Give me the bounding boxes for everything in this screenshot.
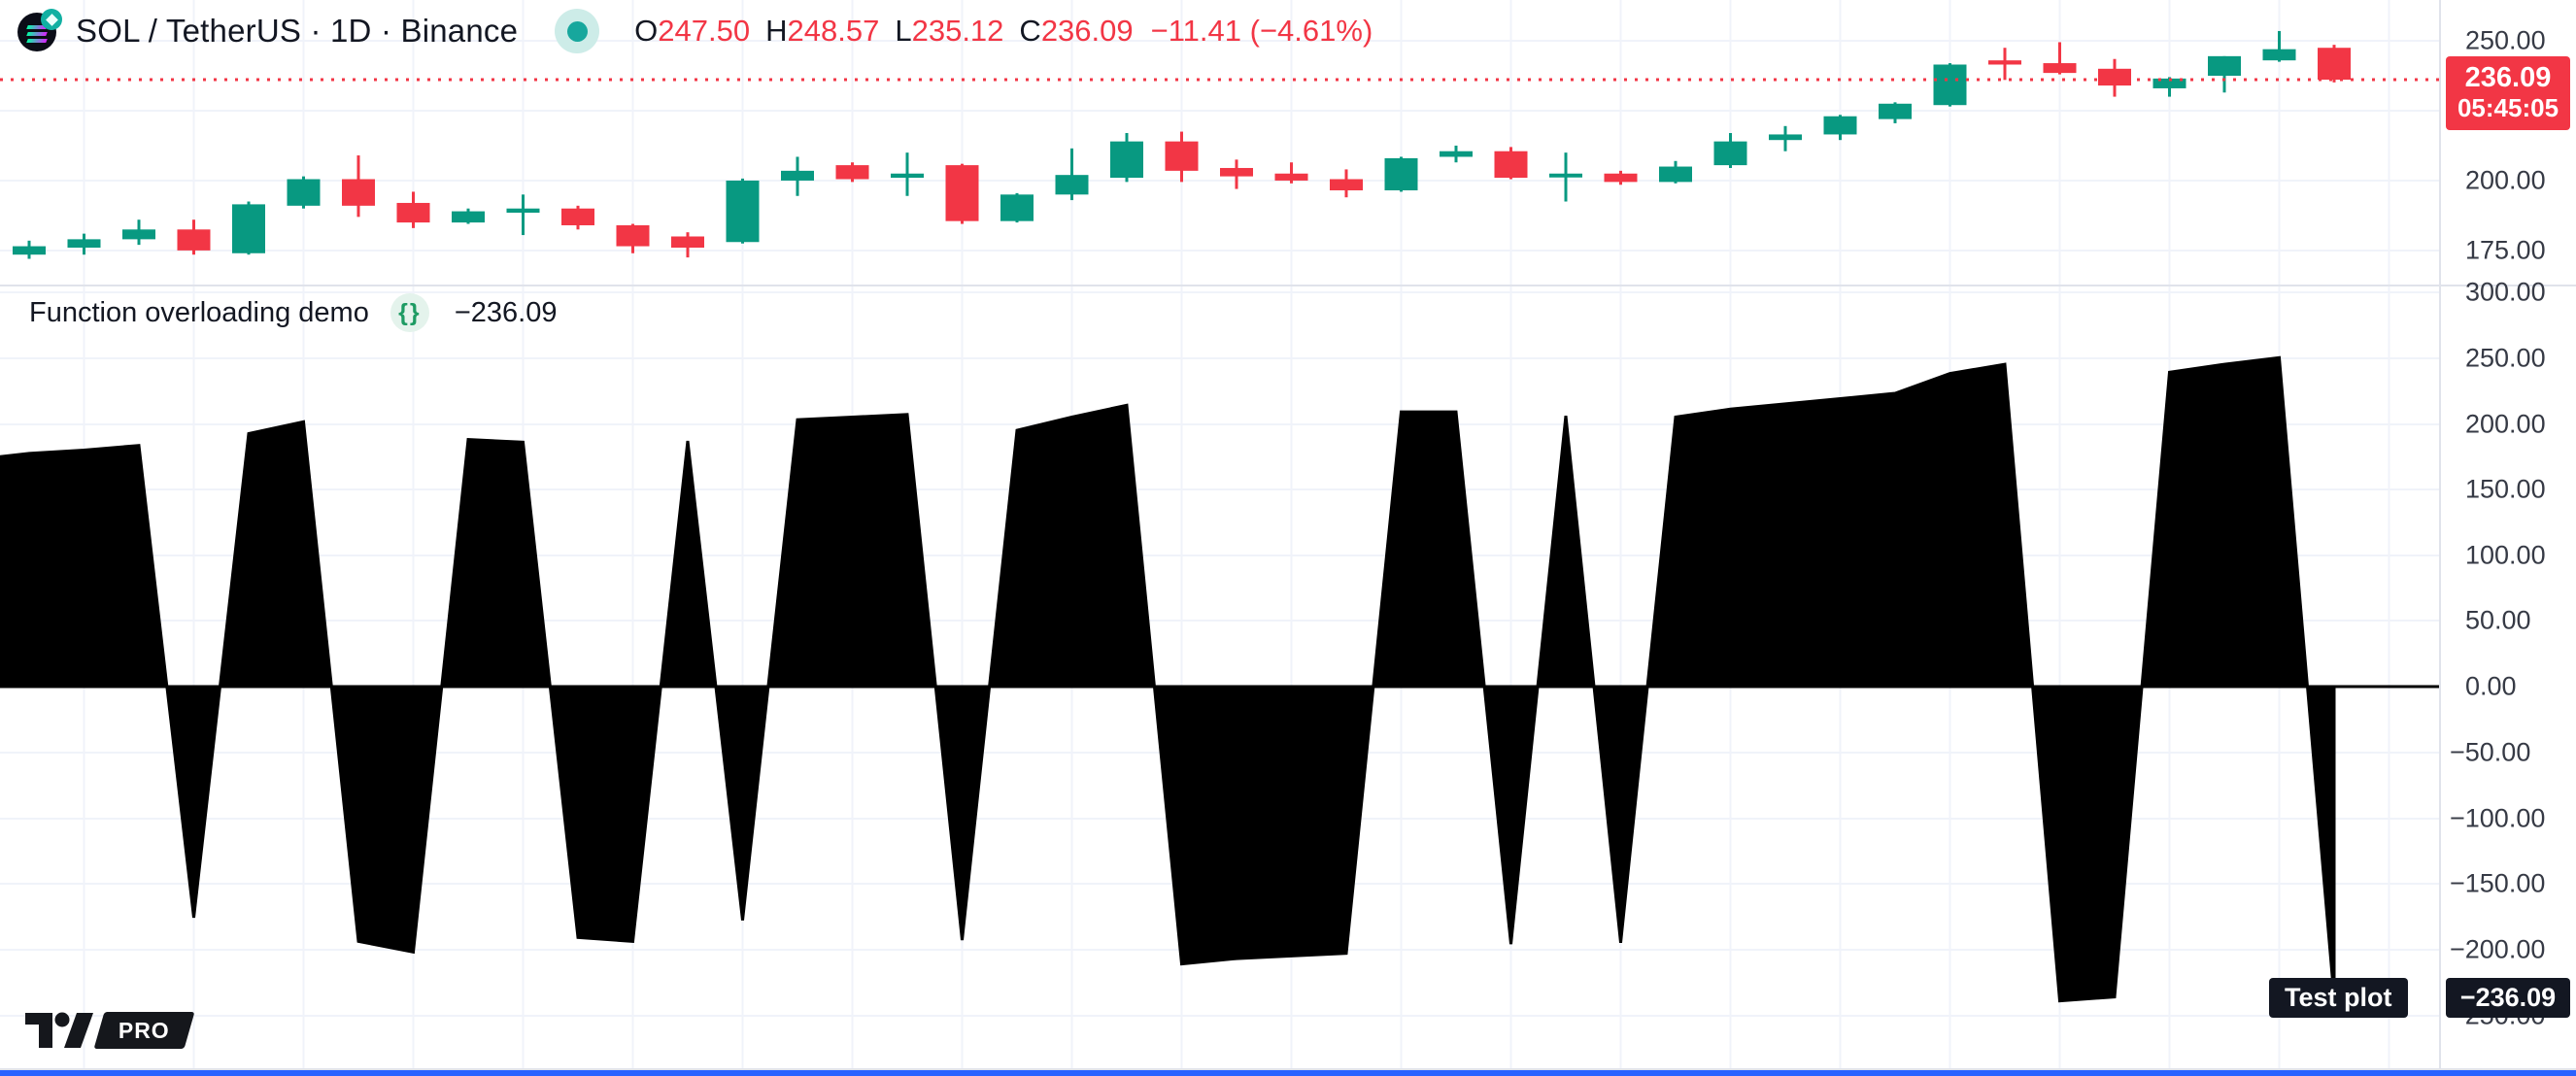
candle — [945, 163, 979, 224]
current-price-label: 236.09 05:45:05 — [2446, 56, 2570, 131]
candle — [1933, 63, 1967, 107]
candle — [342, 155, 375, 218]
candle — [1055, 148, 1089, 201]
candle — [726, 178, 760, 244]
price-tick-label: −200.00 — [2450, 934, 2546, 964]
candle — [2098, 58, 2131, 97]
candle — [781, 156, 814, 196]
candle — [1220, 159, 1253, 189]
candle — [1823, 115, 1857, 141]
indicator-value: −236.09 — [454, 296, 558, 328]
low-label: L — [895, 14, 912, 48]
close-label: C — [1019, 14, 1041, 48]
candle — [561, 205, 594, 230]
candle — [396, 191, 430, 228]
candle — [232, 201, 265, 255]
symbol-legend: SOL / TetherUS · 1D · Binance O247.50 H2… — [17, 6, 1373, 56]
candle — [671, 232, 704, 258]
price-tick-label: 200.00 — [2465, 409, 2546, 439]
area-series — [0, 355, 2336, 1003]
tradingview-logo[interactable]: PRO — [25, 1012, 195, 1049]
close-value: 236.09 — [1040, 14, 1134, 48]
candle — [1330, 169, 1363, 198]
candle — [2262, 30, 2296, 62]
candle — [287, 176, 321, 209]
high-value: 248.57 — [787, 14, 880, 48]
price-tick-label: 100.00 — [2465, 540, 2546, 570]
price-countdown: 05:45:05 — [2457, 93, 2559, 123]
high-label: H — [765, 14, 788, 48]
bottom-accent-bar — [0, 1070, 2576, 1076]
candle — [1879, 102, 1912, 123]
candle — [1110, 133, 1143, 183]
ohlc-readout: O247.50 H248.57 L235.12 C236.09 −11.41 (… — [634, 14, 1373, 49]
test-plot-value-label: −236.09 — [2446, 978, 2570, 1018]
sol-logo-icon — [17, 9, 62, 53]
candle — [122, 219, 155, 246]
open-value: 247.50 — [658, 14, 751, 48]
price-tick-label: 200.00 — [2465, 165, 2546, 195]
price-tick-label: 50.00 — [2465, 605, 2531, 635]
price-tick-label: −100.00 — [2450, 803, 2546, 833]
candle — [67, 233, 101, 255]
candle — [2208, 55, 2241, 93]
price-tick-label: −150.00 — [2450, 868, 2546, 898]
candle — [1494, 147, 1528, 180]
candle — [835, 162, 869, 183]
candle — [1274, 162, 1308, 184]
price-axis[interactable]: 250.00 200.00 175.00 300.00 250.00 200.00 150.… — [2440, 0, 2576, 1068]
visibility-eye-icon[interactable] — [555, 9, 600, 53]
candle — [616, 223, 650, 253]
crypto-badge-icon — [41, 9, 62, 30]
price-tick-label: 150.00 — [2465, 474, 2546, 504]
candle — [452, 208, 485, 224]
pro-badge: PRO — [93, 1012, 195, 1049]
price-tick-label: 0.00 — [2465, 671, 2517, 701]
candle — [1549, 152, 1582, 202]
price-tick-label: 250.00 — [2465, 25, 2546, 55]
price-tick-label: 175.00 — [2465, 235, 2546, 265]
time-axis-separator — [0, 1068, 2576, 1070]
test-plot-name-label: Test plot — [2269, 978, 2408, 1018]
candle — [891, 152, 924, 196]
candle — [1988, 48, 2021, 81]
change-value: −11.41 (−4.61%) — [1150, 14, 1373, 48]
low-value: 235.12 — [911, 14, 1004, 48]
price-tick-label: 300.00 — [2465, 277, 2546, 307]
candle — [1604, 170, 1638, 185]
indicator-title[interactable]: Function overloading demo — [29, 296, 369, 328]
price-tick-label: 250.00 — [2465, 343, 2546, 373]
symbol-title[interactable]: SOL / TetherUS · 1D · Binance — [76, 13, 519, 49]
tradingview-mark-icon — [25, 1012, 93, 1048]
candle — [1440, 145, 1473, 163]
candlestick-series — [13, 30, 2351, 259]
candle — [1713, 133, 1747, 168]
candle — [1384, 156, 1418, 192]
open-label: O — [634, 14, 659, 48]
current-price: 236.09 — [2464, 62, 2552, 93]
price-tick-label: −50.00 — [2450, 737, 2531, 767]
indicator-legend: Function overloading demo {} −236.09 — [29, 291, 557, 334]
candle — [1000, 192, 1034, 223]
candle — [2043, 42, 2077, 75]
candle — [1165, 131, 1199, 183]
pine-script-braces-icon: {} — [390, 293, 429, 332]
candle — [177, 219, 211, 255]
candle — [1769, 125, 1802, 151]
candle — [506, 194, 540, 236]
candle — [2318, 45, 2351, 83]
candle — [1659, 160, 1692, 184]
candle — [13, 240, 46, 259]
